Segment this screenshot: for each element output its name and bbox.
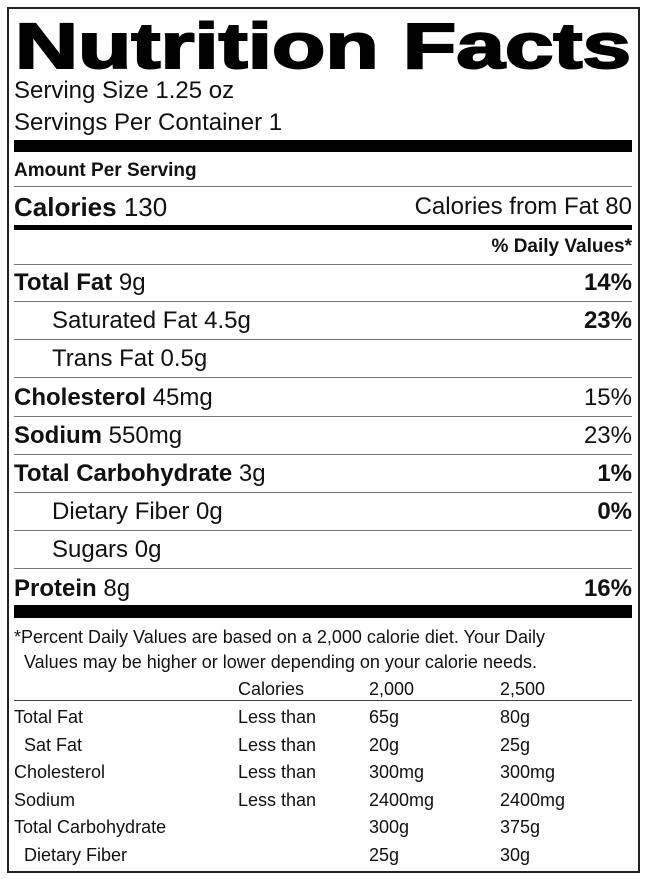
nutrient-amount: 8g <box>103 574 131 602</box>
medium-rule <box>14 225 632 230</box>
table-row-limit: Less than <box>238 707 317 727</box>
table-cell: 375g <box>500 817 541 837</box>
nutrient-name: Trans Fat <box>52 345 154 373</box>
table-cell: 300mg <box>500 762 556 782</box>
table-row-name: Sodium <box>14 789 76 810</box>
table-cell: 300mg <box>369 762 425 782</box>
calories-row: Calories 130 <box>14 194 167 220</box>
rule <box>14 530 632 532</box>
table-row-limit: Less than <box>238 789 317 810</box>
nutrient-row: Saturated Fat 4.5g <box>52 309 251 333</box>
servings-per-container: Servings Per Container 1 <box>14 109 283 136</box>
table-row-limit: Less than <box>238 762 317 782</box>
nutrient-row: Protein 8g <box>14 574 131 602</box>
daily-values-header: % Daily Values* <box>491 236 632 257</box>
table-cell: 25g <box>369 844 400 865</box>
nutrient-name: Protein <box>14 574 97 602</box>
rule <box>14 700 632 701</box>
title: Nutrition Facts <box>15 10 631 80</box>
nutrient-row: Sodium 550mg <box>14 421 183 449</box>
nutrient-amount: 9g <box>118 269 146 296</box>
nutrient-row: Dietary Fiber 0g <box>52 500 223 524</box>
table-cell: 2400mg <box>369 789 435 810</box>
table-cell: 2400mg <box>500 789 566 810</box>
nutrient-amount: 0.5g <box>160 345 208 373</box>
table-cell: 20g <box>369 734 400 755</box>
table-row-name: Sat Fat <box>24 734 83 755</box>
nutrient-row: Cholesterol 45mg <box>14 383 213 411</box>
table-row-name: Total Fat <box>14 707 84 727</box>
nutrient-amount: 4.5g <box>204 307 251 335</box>
daily-value: 23% <box>583 421 632 449</box>
nutrient-name: Total Fat <box>14 269 113 296</box>
table-header-column: 2,000 <box>369 679 415 699</box>
nutrient-amount: 45mg <box>152 383 213 411</box>
table-row-name: Cholesterol <box>14 762 106 782</box>
nutrient-amount: 3g <box>238 460 266 487</box>
nutrient-amount: 0g <box>134 536 162 564</box>
nutrient-name: Sugars <box>52 536 129 564</box>
footnote-line: *Percent Daily Values are based on a 2,0… <box>14 627 545 647</box>
table-cell: 80g <box>500 707 531 727</box>
label-border <box>7 7 640 873</box>
daily-value: 0% <box>597 498 632 526</box>
table-cell: 25g <box>500 734 531 755</box>
rule <box>14 301 632 302</box>
daily-value: 14% <box>583 269 632 296</box>
table-row-limit: Less than <box>238 734 317 755</box>
rule <box>14 186 632 187</box>
table-header-calories: Calories <box>238 679 305 699</box>
calories-value: 130 <box>123 192 168 222</box>
rule <box>14 377 632 379</box>
table-cell: 30g <box>500 844 531 865</box>
table-row-name: Total Carbohydrate <box>14 817 167 837</box>
rule <box>14 415 632 417</box>
nutrient-name: Cholesterol <box>14 383 147 411</box>
footnote-line: Values may be higher or lower depending … <box>24 652 537 672</box>
daily-value: 1% <box>597 460 632 487</box>
title-area: Nutrition Facts <box>14 9 632 80</box>
nutrient-name: Total Carbohydrate <box>14 460 233 487</box>
nutrient-name: Sodium <box>14 421 102 449</box>
rule <box>14 568 632 570</box>
nutrient-row: Sugars 0g <box>52 538 161 562</box>
table-row-name: Dietary Fiber <box>24 844 128 865</box>
daily-value: 23% <box>583 307 632 335</box>
thick-rule <box>14 605 632 618</box>
table-cell: 65g <box>369 707 400 727</box>
nutrient-row: Total Fat 9g <box>14 271 146 295</box>
rule <box>14 264 632 265</box>
nutrient-row: Trans Fat 0.5g <box>52 347 207 371</box>
daily-value: 15% <box>583 383 632 411</box>
nutrient-name: Dietary Fiber <box>52 498 190 526</box>
rule <box>14 492 632 493</box>
nutrient-row: Total Carbohydrate 3g <box>14 462 266 486</box>
rule <box>14 339 632 341</box>
calories-from-fat: Calories from Fat 80 <box>414 193 632 220</box>
thick-rule <box>14 140 632 152</box>
table-cell: 300g <box>369 817 410 837</box>
nutrient-name: Saturated Fat <box>52 307 198 335</box>
nutrient-amount: 0g <box>196 498 223 526</box>
calories-label: Calories <box>14 192 117 222</box>
daily-value: 16% <box>583 574 632 602</box>
amount-per-serving: Amount Per Serving <box>14 160 197 181</box>
serving-size: Serving Size 1.25 oz <box>14 77 235 104</box>
nutrient-amount: 550mg <box>108 421 183 449</box>
rule <box>14 453 632 455</box>
table-header-column: 2,500 <box>500 679 546 699</box>
